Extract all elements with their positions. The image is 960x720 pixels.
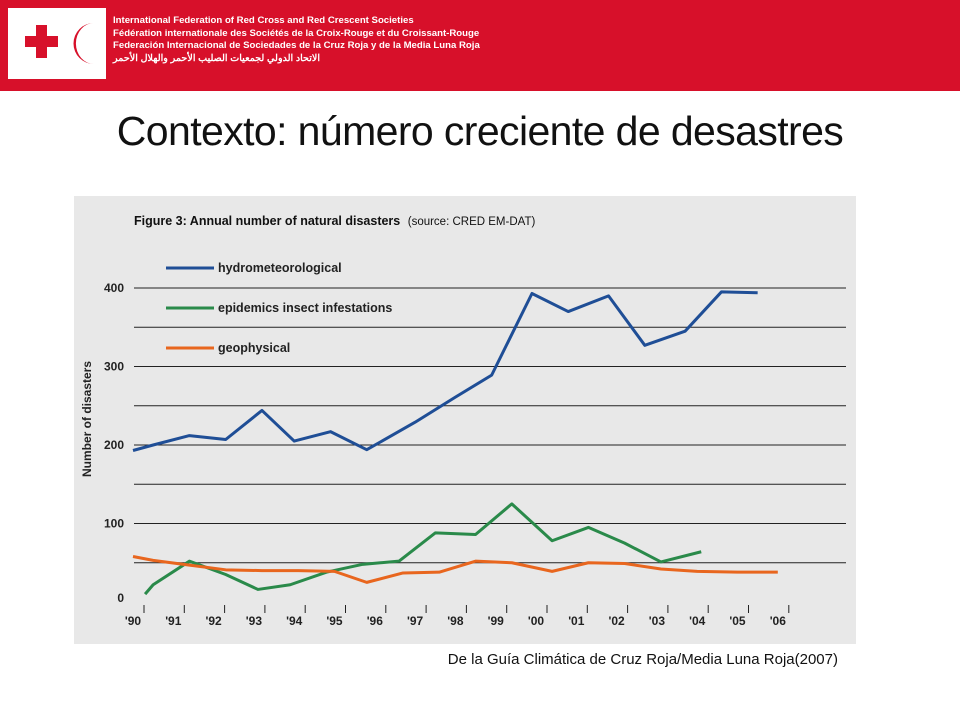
x-tick-labels: '90 '91 '92 '93 '94 '95 '96 '97 '98 '99 '00 '01 '02 '… xyxy=(125,614,786,628)
x-tick-label: '96 xyxy=(367,614,384,628)
x-tick-label: '92 xyxy=(205,614,222,628)
x-tick-label: '94 xyxy=(286,614,303,628)
y-tick-label: 300 xyxy=(104,360,124,374)
x-tick-label: '98 xyxy=(447,614,464,628)
grid-lines xyxy=(134,287,846,613)
org-name-en: International Federation of Red Cross an… xyxy=(113,15,414,26)
ifrc-logo xyxy=(8,8,106,79)
y-tick-label: 400 xyxy=(104,281,124,295)
y-axis-label: Number of disasters xyxy=(80,361,94,477)
legend-label: geophysical xyxy=(218,341,290,355)
organization-names: International Federation of Red Cross an… xyxy=(113,15,633,65)
chart-title-text: Figure 3: Annual number of natural disas… xyxy=(134,214,535,228)
org-name-es: Federación Internacional de Sociedades d… xyxy=(113,40,480,52)
x-tick-label: '05 xyxy=(729,614,746,628)
y-tick-label: 100 xyxy=(104,517,124,531)
chart-panel: Figure 3: Annual number of natural disas… xyxy=(74,196,856,644)
y-tick-labels: 0 100 200 300 400 xyxy=(104,281,124,605)
x-tick-label: '01 xyxy=(568,614,585,628)
slide-title: Contexto: número creciente de desastres xyxy=(116,108,844,154)
source-note: De la Guía Climática de Cruz Roja/Media … xyxy=(447,651,838,668)
chart-legend: hydrometeorological epidemics insect infe… xyxy=(166,261,392,355)
org-name-fr: Fédération internationale des Sociétés d… xyxy=(113,27,480,39)
org-name-ar: الاتحاد الدولي لجمعيات الصليب الأحمر وال… xyxy=(113,52,321,64)
chart-subtitle: (source: CRED EM-DAT) xyxy=(408,216,536,228)
x-tick-label: '97 xyxy=(407,614,424,628)
x-tick-label: '93 xyxy=(246,614,263,628)
y-tick-label: 0 xyxy=(117,591,124,605)
y-tick-label: 200 xyxy=(104,438,124,452)
legend-label: hydrometeorological xyxy=(218,261,342,275)
x-tick-label: '95 xyxy=(326,614,343,628)
series-line-0 xyxy=(132,290,758,452)
series-line-1 xyxy=(143,502,702,596)
x-tick-label: '03 xyxy=(649,614,666,628)
chart-title: Figure 3: Annual number of natural disas… xyxy=(134,214,400,228)
x-tick-label: '90 xyxy=(125,614,142,628)
header-banner: International Federation of Red Cross an… xyxy=(0,0,960,91)
x-tick-label: '02 xyxy=(608,614,625,628)
legend-label: epidemics insect infestations xyxy=(218,301,392,315)
x-tick-label: '00 xyxy=(528,614,545,628)
red-crescent-icon xyxy=(73,22,94,65)
series-line-2 xyxy=(132,554,778,584)
chart-title-group: Figure 3: Annual number of natural disas… xyxy=(134,214,535,228)
line-chart: Figure 3: Annual number of natural disas… xyxy=(80,214,846,628)
x-tick-label: '99 xyxy=(488,614,505,628)
series-lines xyxy=(132,290,778,596)
x-tick-label: '91 xyxy=(165,614,182,628)
x-tick-label: '06 xyxy=(770,614,787,628)
x-tick-label: '04 xyxy=(689,614,706,628)
